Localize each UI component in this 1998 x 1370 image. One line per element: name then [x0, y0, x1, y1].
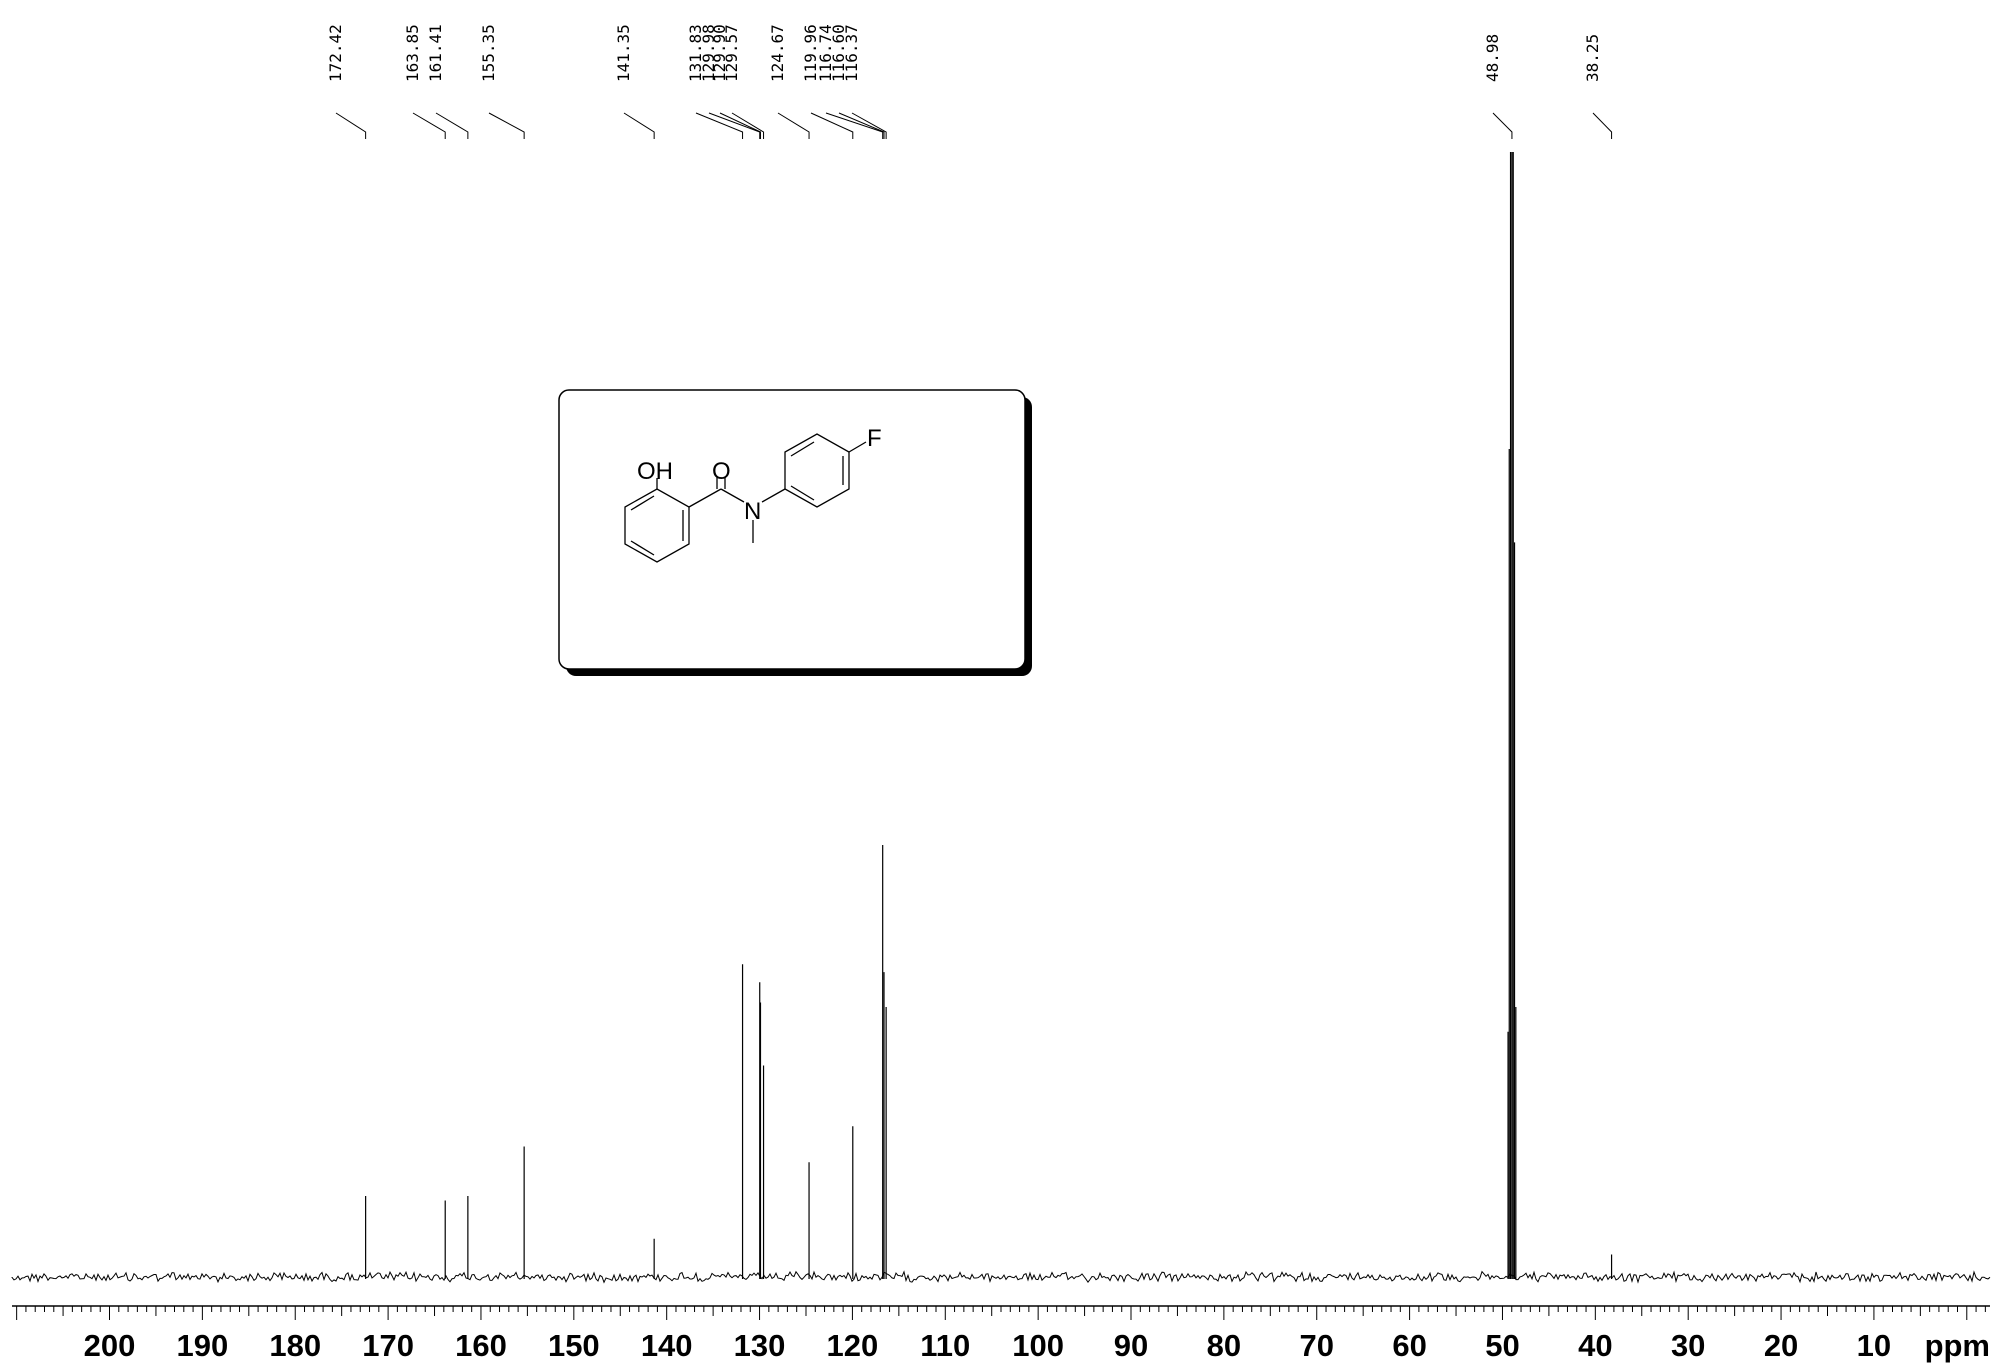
- axis-unit-label: ppm: [1925, 1328, 1990, 1363]
- tick-label: 140: [641, 1328, 693, 1363]
- amide-nitrogen-label: N: [744, 498, 761, 525]
- peak-label: 172.42: [326, 24, 345, 82]
- spectrum-peaks: [366, 152, 1612, 1279]
- tick-label: 70: [1299, 1328, 1333, 1363]
- peak-label-connector: [1593, 113, 1612, 139]
- tick-label: 40: [1578, 1328, 1612, 1363]
- ppm-axis: 200 190 180 170 160 150 140 130 120 110 100 90 80 70 6…: [12, 1306, 1990, 1363]
- peak-label: 48.98: [1483, 34, 1502, 82]
- peak-label-group: 172.42 163.85 161.41 155.35 141.35 131.83129.…: [326, 24, 1602, 82]
- tick-label: 10: [1857, 1328, 1891, 1363]
- peak-label-connectors: [336, 113, 1612, 139]
- tick-label: 20: [1764, 1328, 1798, 1363]
- tick-label: 30: [1671, 1328, 1705, 1363]
- peak-label-connector: [811, 113, 853, 139]
- tick-label: 160: [455, 1328, 507, 1363]
- peak-label-connector: [489, 113, 524, 139]
- peak-label-connector: [839, 113, 884, 139]
- structure-box: OH O N F: [559, 390, 1032, 676]
- peak-label: 163.85: [403, 24, 422, 82]
- tick-label: 200: [84, 1328, 136, 1363]
- tick-label: 80: [1207, 1328, 1241, 1363]
- peak-label-connector: [1493, 113, 1512, 139]
- tick-label: 120: [827, 1328, 879, 1363]
- spectrum-baseline: [12, 1272, 1990, 1283]
- carbonyl-oxygen-label: O: [712, 458, 731, 485]
- peak-label-connector: [336, 113, 366, 139]
- peak-label-connector: [436, 113, 468, 139]
- peak-label-connector: [413, 113, 445, 139]
- tick-label: 100: [1012, 1328, 1064, 1363]
- peak-label: 38.25: [1583, 34, 1602, 82]
- peak-label: 124.67: [768, 24, 787, 82]
- tick-label: 190: [177, 1328, 229, 1363]
- tick-label: 110: [920, 1328, 970, 1363]
- peak-label-connector: [624, 113, 654, 139]
- tick-label: 50: [1485, 1328, 1519, 1363]
- hydroxyl-label: OH: [637, 458, 673, 485]
- peak-label: 129.57: [722, 24, 741, 82]
- tick-label: 150: [548, 1328, 600, 1363]
- peak-label-connector: [826, 113, 883, 139]
- tick-label: 180: [269, 1328, 321, 1363]
- fluorine-label: F: [867, 425, 882, 452]
- tick-label: 130: [734, 1328, 786, 1363]
- peak-label: 116.37: [842, 24, 861, 82]
- peak-label-connector: [778, 113, 809, 139]
- tick-label: 90: [1114, 1328, 1148, 1363]
- tick-label: 60: [1392, 1328, 1426, 1363]
- peak-label: 155.35: [479, 24, 498, 82]
- tick-label: 170: [362, 1328, 414, 1363]
- peak-label-connector: [709, 113, 760, 139]
- structure-box-frame: [559, 390, 1025, 669]
- peak-label: 161.41: [426, 24, 445, 82]
- peak-label: 141.35: [614, 24, 633, 82]
